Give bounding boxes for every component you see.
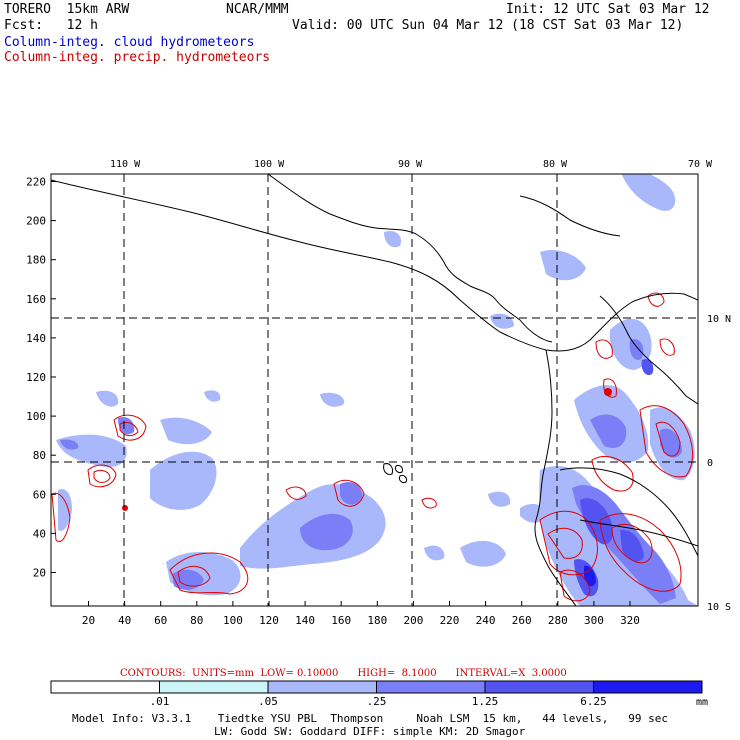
- init-time: Init: 12 UTC Sat 03 Mar 12: [506, 2, 710, 17]
- colorbar-swatch: [593, 680, 703, 694]
- lon-label: 100 W: [254, 159, 285, 170]
- colorbar-labels: .01 .05 .25 1.25 6.25: [150, 695, 607, 708]
- y-tick-labels: 220 200 180 160 140 120 100 80 60 40 20: [26, 176, 46, 580]
- y-tick-label: 100: [26, 410, 46, 423]
- x-tick-label: 120: [259, 614, 279, 627]
- model-title: TORERO 15km ARW: [4, 2, 130, 17]
- lon-label: 90 W: [398, 159, 423, 170]
- valid-time: Valid: 00 UTC Sun 04 Mar 12 (18 CST Sat …: [292, 18, 684, 33]
- lon-label: 80 W: [543, 159, 568, 170]
- x-tick-label: 160: [331, 614, 351, 627]
- x-tick-label: 220: [440, 614, 460, 627]
- x-tick-label: 180: [367, 614, 387, 627]
- x-tick-label: 20: [82, 614, 95, 627]
- colorbar-level-label: .25: [367, 695, 387, 708]
- org-label: NCAR/MMM: [226, 2, 289, 17]
- colorbar-level-label: 1.25: [472, 695, 499, 708]
- colorbar-level-label: 6.25: [580, 695, 607, 708]
- x-tick-label: 140: [295, 614, 315, 627]
- x-tick-label: 60: [154, 614, 167, 627]
- lon-label: 70 W: [688, 159, 713, 170]
- x-tick-label: 40: [118, 614, 131, 627]
- x-tick-label: 260: [512, 614, 532, 627]
- x-tick-label: 80: [190, 614, 203, 627]
- lat-label: 10 N: [707, 314, 731, 325]
- colorbar-swatch: [267, 680, 377, 694]
- model-info: Model Info: V3.3.1 Tiedtke YSU PBL Thomp…: [72, 712, 669, 725]
- x-tick-label: 280: [548, 614, 568, 627]
- graticule: [51, 174, 698, 606]
- colorbar-level-label: .01: [150, 695, 170, 708]
- y-tick-label: 160: [26, 293, 46, 306]
- colorbar-swatch: [159, 680, 269, 694]
- physics-info: LW: Godd SW: Goddard DIFF: simple KM: 2D…: [214, 725, 526, 738]
- y-tick-label: 220: [26, 176, 46, 189]
- lat-label: 0: [707, 458, 713, 469]
- y-tick-label: 120: [26, 371, 46, 384]
- x-tick-labels: 20 40 60 80 100 120 140 160 180 200 220 240 260 280 30…: [82, 614, 640, 627]
- shaded-field-layer: [51, 174, 698, 606]
- geo-labels: 110 W 100 W 90 W 80 W 70 W 10 N 0 10 S: [110, 159, 731, 613]
- colorbar-level-label: .05: [258, 695, 278, 708]
- y-tick-label: 200: [26, 215, 46, 228]
- axis-ticks: [51, 181, 631, 606]
- y-tick-label: 40: [33, 527, 46, 540]
- field-precip-label: Column-integ. precip. hydrometeors: [4, 50, 271, 65]
- x-tick-label: 300: [584, 614, 604, 627]
- y-tick-label: 80: [33, 449, 46, 462]
- lat-label: 10 S: [707, 602, 731, 613]
- lon-label: 110 W: [110, 159, 141, 170]
- y-tick-label: 60: [33, 488, 46, 501]
- contour-info: CONTOURS: UNITS=mm LOW= 0.10000 HIGH= 8.…: [120, 668, 567, 679]
- field-cloud-label: Column-integ. cloud hydrometeors: [4, 35, 255, 50]
- x-tick-label: 200: [403, 614, 423, 627]
- plot-frame: [50, 173, 699, 607]
- x-tick-label: 100: [223, 614, 243, 627]
- colorbar-swatch: [50, 680, 160, 694]
- y-tick-label: 20: [33, 567, 46, 580]
- y-tick-label: 140: [26, 332, 46, 345]
- colorbar: [50, 680, 703, 694]
- x-tick-label: 240: [476, 614, 496, 627]
- colorbar-swatch: [376, 680, 486, 694]
- x-tick-label: 320: [620, 614, 640, 627]
- y-tick-label: 180: [26, 254, 46, 267]
- colorbar-units: mm: [696, 697, 708, 708]
- forecast-hour: Fcst: 12 h: [4, 18, 98, 33]
- colorbar-swatch: [484, 680, 594, 694]
